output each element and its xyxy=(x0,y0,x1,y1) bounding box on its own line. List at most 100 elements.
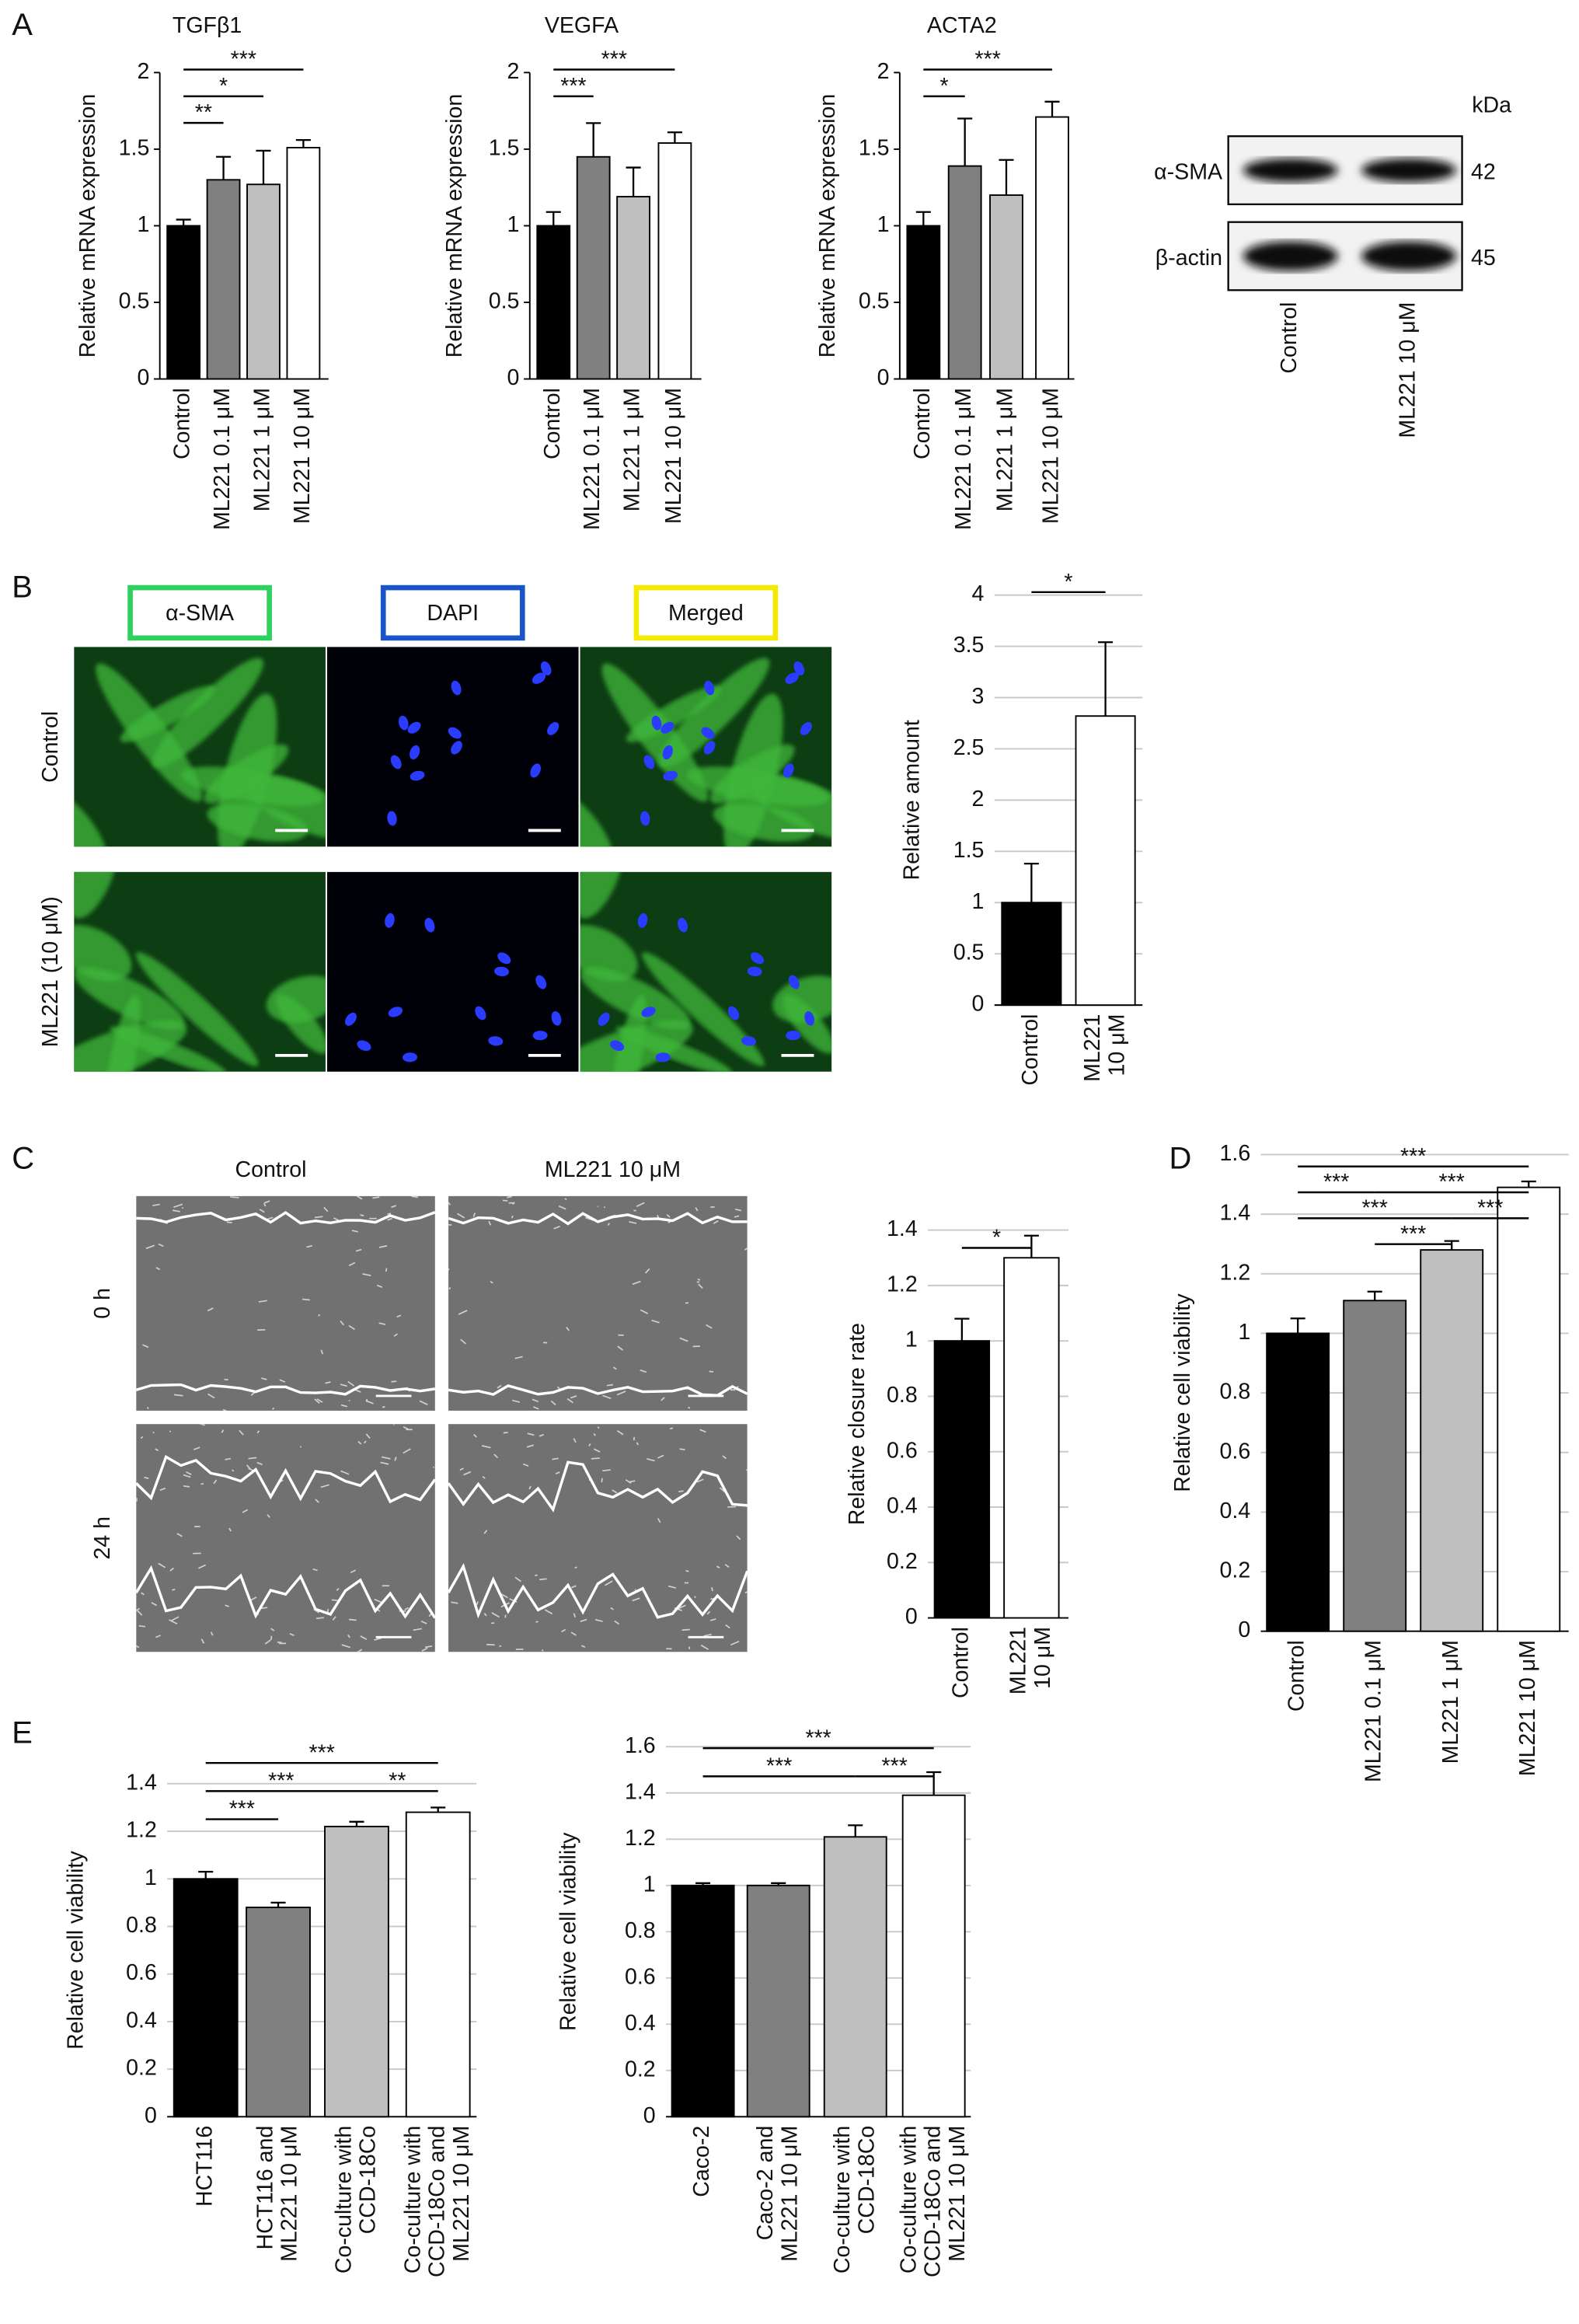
cell-texture xyxy=(679,1337,688,1342)
cell xyxy=(580,967,691,1030)
bar xyxy=(1075,715,1136,1007)
y-tick-label: 2 xyxy=(137,59,149,84)
error-bar xyxy=(771,1882,786,1886)
y-tick-label: 3.5 xyxy=(953,633,985,658)
cell-texture xyxy=(360,1214,364,1216)
nucleus xyxy=(678,917,688,933)
y-tick-label: 0.4 xyxy=(126,2008,157,2033)
cell-texture xyxy=(716,1565,720,1569)
nucleus xyxy=(655,1052,671,1063)
text-line: CCD-18Co and xyxy=(424,2126,449,2277)
cell-texture xyxy=(696,1478,704,1483)
significance-label: *** xyxy=(882,1753,908,1778)
blot-band xyxy=(1243,158,1338,183)
x-tick-label: ML22110 μM xyxy=(1006,1627,1054,1694)
y-axis-label: Relative mRNA expression xyxy=(75,94,100,358)
band-size: 42 xyxy=(1471,159,1496,184)
cell-texture xyxy=(226,1221,232,1223)
y-tick-label: 1.5 xyxy=(119,135,150,160)
significance-label: *** xyxy=(268,1768,294,1793)
nucleus xyxy=(547,721,559,735)
cell xyxy=(266,975,326,1023)
cell xyxy=(752,776,832,840)
error-bar xyxy=(954,1317,970,1342)
error-bar xyxy=(1023,1234,1039,1258)
cell-texture xyxy=(617,1345,623,1351)
wound-edge xyxy=(448,1384,748,1398)
y-tick-label: 0 xyxy=(507,365,520,390)
x-tick-label: Co-culture withCCD-18Co andML221 10 μM xyxy=(400,2126,474,2277)
cell-texture xyxy=(318,1314,321,1317)
cell-texture xyxy=(277,1641,282,1644)
cell-texture xyxy=(376,1284,383,1288)
wound-image xyxy=(136,1195,435,1411)
x-tick-label: ML221 0.1 μM xyxy=(580,388,605,530)
y-tick-label: 1 xyxy=(145,1865,157,1890)
y-tick-label: 0.6 xyxy=(126,1960,157,1985)
nucleus xyxy=(488,1036,504,1046)
cell-texture xyxy=(571,1585,577,1589)
nucleus xyxy=(387,811,397,826)
y-tick-label: 1.2 xyxy=(1220,1260,1251,1285)
cell-texture xyxy=(555,1471,560,1474)
x-tick-label: Control xyxy=(540,388,565,459)
cell-texture xyxy=(326,1609,329,1613)
cell-texture xyxy=(355,1248,362,1252)
text-line: CCD-18Co xyxy=(854,2126,879,2235)
cell-texture xyxy=(411,1195,419,1199)
cell-texture xyxy=(703,1633,712,1637)
cell-texture xyxy=(256,1461,263,1466)
significance-label: *** xyxy=(975,47,1001,72)
cell xyxy=(74,790,108,847)
cell-texture xyxy=(136,1607,141,1612)
cell-texture xyxy=(340,1384,347,1387)
cell-texture xyxy=(270,1628,275,1631)
significance-label: *** xyxy=(231,47,256,72)
cell-texture xyxy=(198,1564,207,1569)
cell-texture xyxy=(357,1649,363,1652)
y-tick-label: 0.8 xyxy=(126,1913,157,1938)
cell-texture xyxy=(681,1628,690,1631)
y-axis-label: Relative amount xyxy=(900,720,925,880)
error-bar xyxy=(198,1870,214,1879)
panel-label: E xyxy=(12,1716,33,1750)
bar xyxy=(823,1836,887,2118)
cell-texture xyxy=(476,1601,479,1606)
nucleus xyxy=(727,1006,740,1021)
cell-texture xyxy=(320,1484,329,1488)
error-bar xyxy=(1023,862,1039,903)
nucleus xyxy=(451,680,462,696)
band-size: 45 xyxy=(1471,246,1496,270)
cell-texture xyxy=(463,1471,472,1476)
blot-unit: kDa xyxy=(1472,93,1511,118)
cell xyxy=(642,952,765,1066)
text-line: Co-culture with xyxy=(830,2126,855,2273)
x-tick-label: ML221 1 μM xyxy=(620,388,645,511)
cell-texture xyxy=(460,1338,467,1345)
y-tick-label: 0 xyxy=(905,1604,918,1629)
cell-texture xyxy=(200,1638,205,1644)
cell-texture xyxy=(169,1619,178,1625)
cell-texture xyxy=(713,1220,719,1224)
cell-texture xyxy=(158,1562,166,1569)
micrograph xyxy=(74,647,326,847)
cell xyxy=(608,994,647,1072)
cell-texture xyxy=(140,1436,144,1439)
cell-texture xyxy=(421,1647,428,1652)
cell-texture xyxy=(614,1620,620,1625)
cell-texture xyxy=(706,1324,713,1329)
cell-texture xyxy=(606,1384,614,1387)
error-bar xyxy=(667,131,682,144)
cell-texture xyxy=(535,1574,538,1576)
cell-texture xyxy=(629,1221,637,1224)
cell-texture xyxy=(709,1618,716,1621)
cell-texture xyxy=(213,1479,218,1485)
micrograph xyxy=(580,871,832,1072)
cell-texture xyxy=(198,1424,205,1426)
x-tick-label: Control xyxy=(948,1627,973,1698)
cell-texture xyxy=(267,1514,270,1518)
y-tick-label: 1 xyxy=(1238,1320,1250,1345)
y-axis-label: Relative cell viability xyxy=(64,1851,89,2050)
cell-texture xyxy=(558,1205,566,1210)
text-line: ML221 xyxy=(1079,1014,1104,1082)
